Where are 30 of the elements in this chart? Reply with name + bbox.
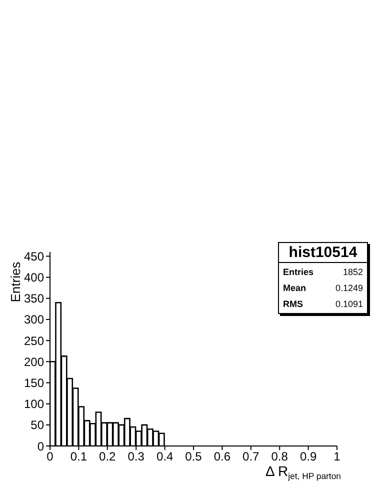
y-tick-label: 0: [37, 439, 44, 454]
annotation: Entries: [283, 267, 315, 277]
x-tick-label: 1: [334, 450, 341, 464]
x-axis-title: Δ R$_{jet, HP parton}$: [266, 463, 342, 482]
annotation: RMS: [283, 299, 304, 309]
chart-title: hist10514: [279, 243, 367, 263]
y-tick-label: 50: [30, 418, 44, 432]
x-tick-label: 0.9: [300, 450, 317, 464]
y-tick-label: 250: [24, 334, 44, 348]
y-tick-label: 400: [24, 270, 44, 285]
x-tick-label: 0.3: [128, 450, 145, 464]
y-tick-label: 300: [24, 312, 44, 327]
y-tick-label: 200: [24, 354, 44, 369]
annotation: Mean: [283, 283, 308, 293]
y-tick-label: 350: [24, 292, 44, 306]
y-tick-label: 450: [24, 249, 44, 264]
annotation: 0.1091: [335, 299, 363, 309]
x-tick-label: 0.5: [185, 450, 202, 464]
x-tick-label: 0.8: [271, 450, 288, 464]
y-tick-label: 150: [24, 376, 44, 390]
y-tick-label: 100: [24, 397, 44, 412]
y-axis-title: Entries: [8, 261, 23, 302]
x-tick-label: 0: [46, 450, 54, 464]
x-tick-label: 0.1: [70, 450, 88, 464]
x-tick-label: 0.2: [99, 450, 116, 464]
x-tick-label: 0.6: [214, 450, 231, 464]
text: 1852: [342, 267, 363, 277]
x-tick-label: 0.7: [242, 450, 260, 464]
annotation: 0.1249: [335, 283, 363, 293]
x-tick-label: 0.4: [156, 450, 174, 464]
